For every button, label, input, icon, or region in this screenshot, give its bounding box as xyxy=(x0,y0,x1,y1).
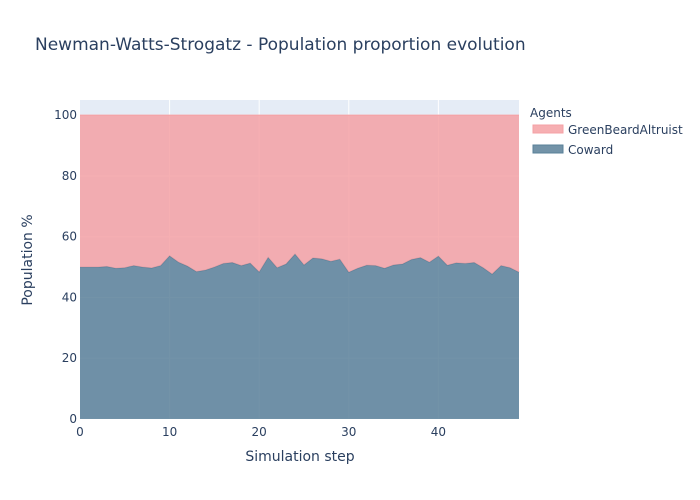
legend-swatch xyxy=(532,124,564,134)
y-tick-label: 40 xyxy=(62,290,77,304)
x-axis-ticks: 0 10 20 30 40 xyxy=(76,425,446,439)
x-tick-label: 40 xyxy=(431,425,446,439)
y-tick-label: 80 xyxy=(62,169,77,183)
x-tick-label: 10 xyxy=(162,425,177,439)
x-axis-title: Simulation step xyxy=(245,449,354,465)
y-tick-label: 20 xyxy=(62,351,77,365)
y-tick-label: 100 xyxy=(54,108,77,122)
legend-title: Agents xyxy=(530,106,572,120)
y-tick-label: 0 xyxy=(69,412,77,426)
x-tick-label: 20 xyxy=(252,425,267,439)
area-greenbeardaltruist xyxy=(80,115,519,275)
y-tick-label: 60 xyxy=(62,230,77,244)
legend-label: GreenBeardAltruist xyxy=(568,123,683,137)
x-tick-label: 30 xyxy=(341,425,356,439)
chart-title: Newman-Watts-Strogatz - Population propo… xyxy=(35,35,526,55)
area-coward xyxy=(80,254,519,419)
x-tick-label: 0 xyxy=(76,425,84,439)
y-axis-title: Population % xyxy=(20,214,36,305)
legend-label: Coward xyxy=(568,143,613,157)
legend: Agents GreenBeardAltruist Coward xyxy=(530,106,683,157)
series-areas xyxy=(80,114,520,419)
y-axis-ticks: 0 20 40 60 80 100 xyxy=(54,108,77,426)
legend-swatch xyxy=(532,144,564,154)
